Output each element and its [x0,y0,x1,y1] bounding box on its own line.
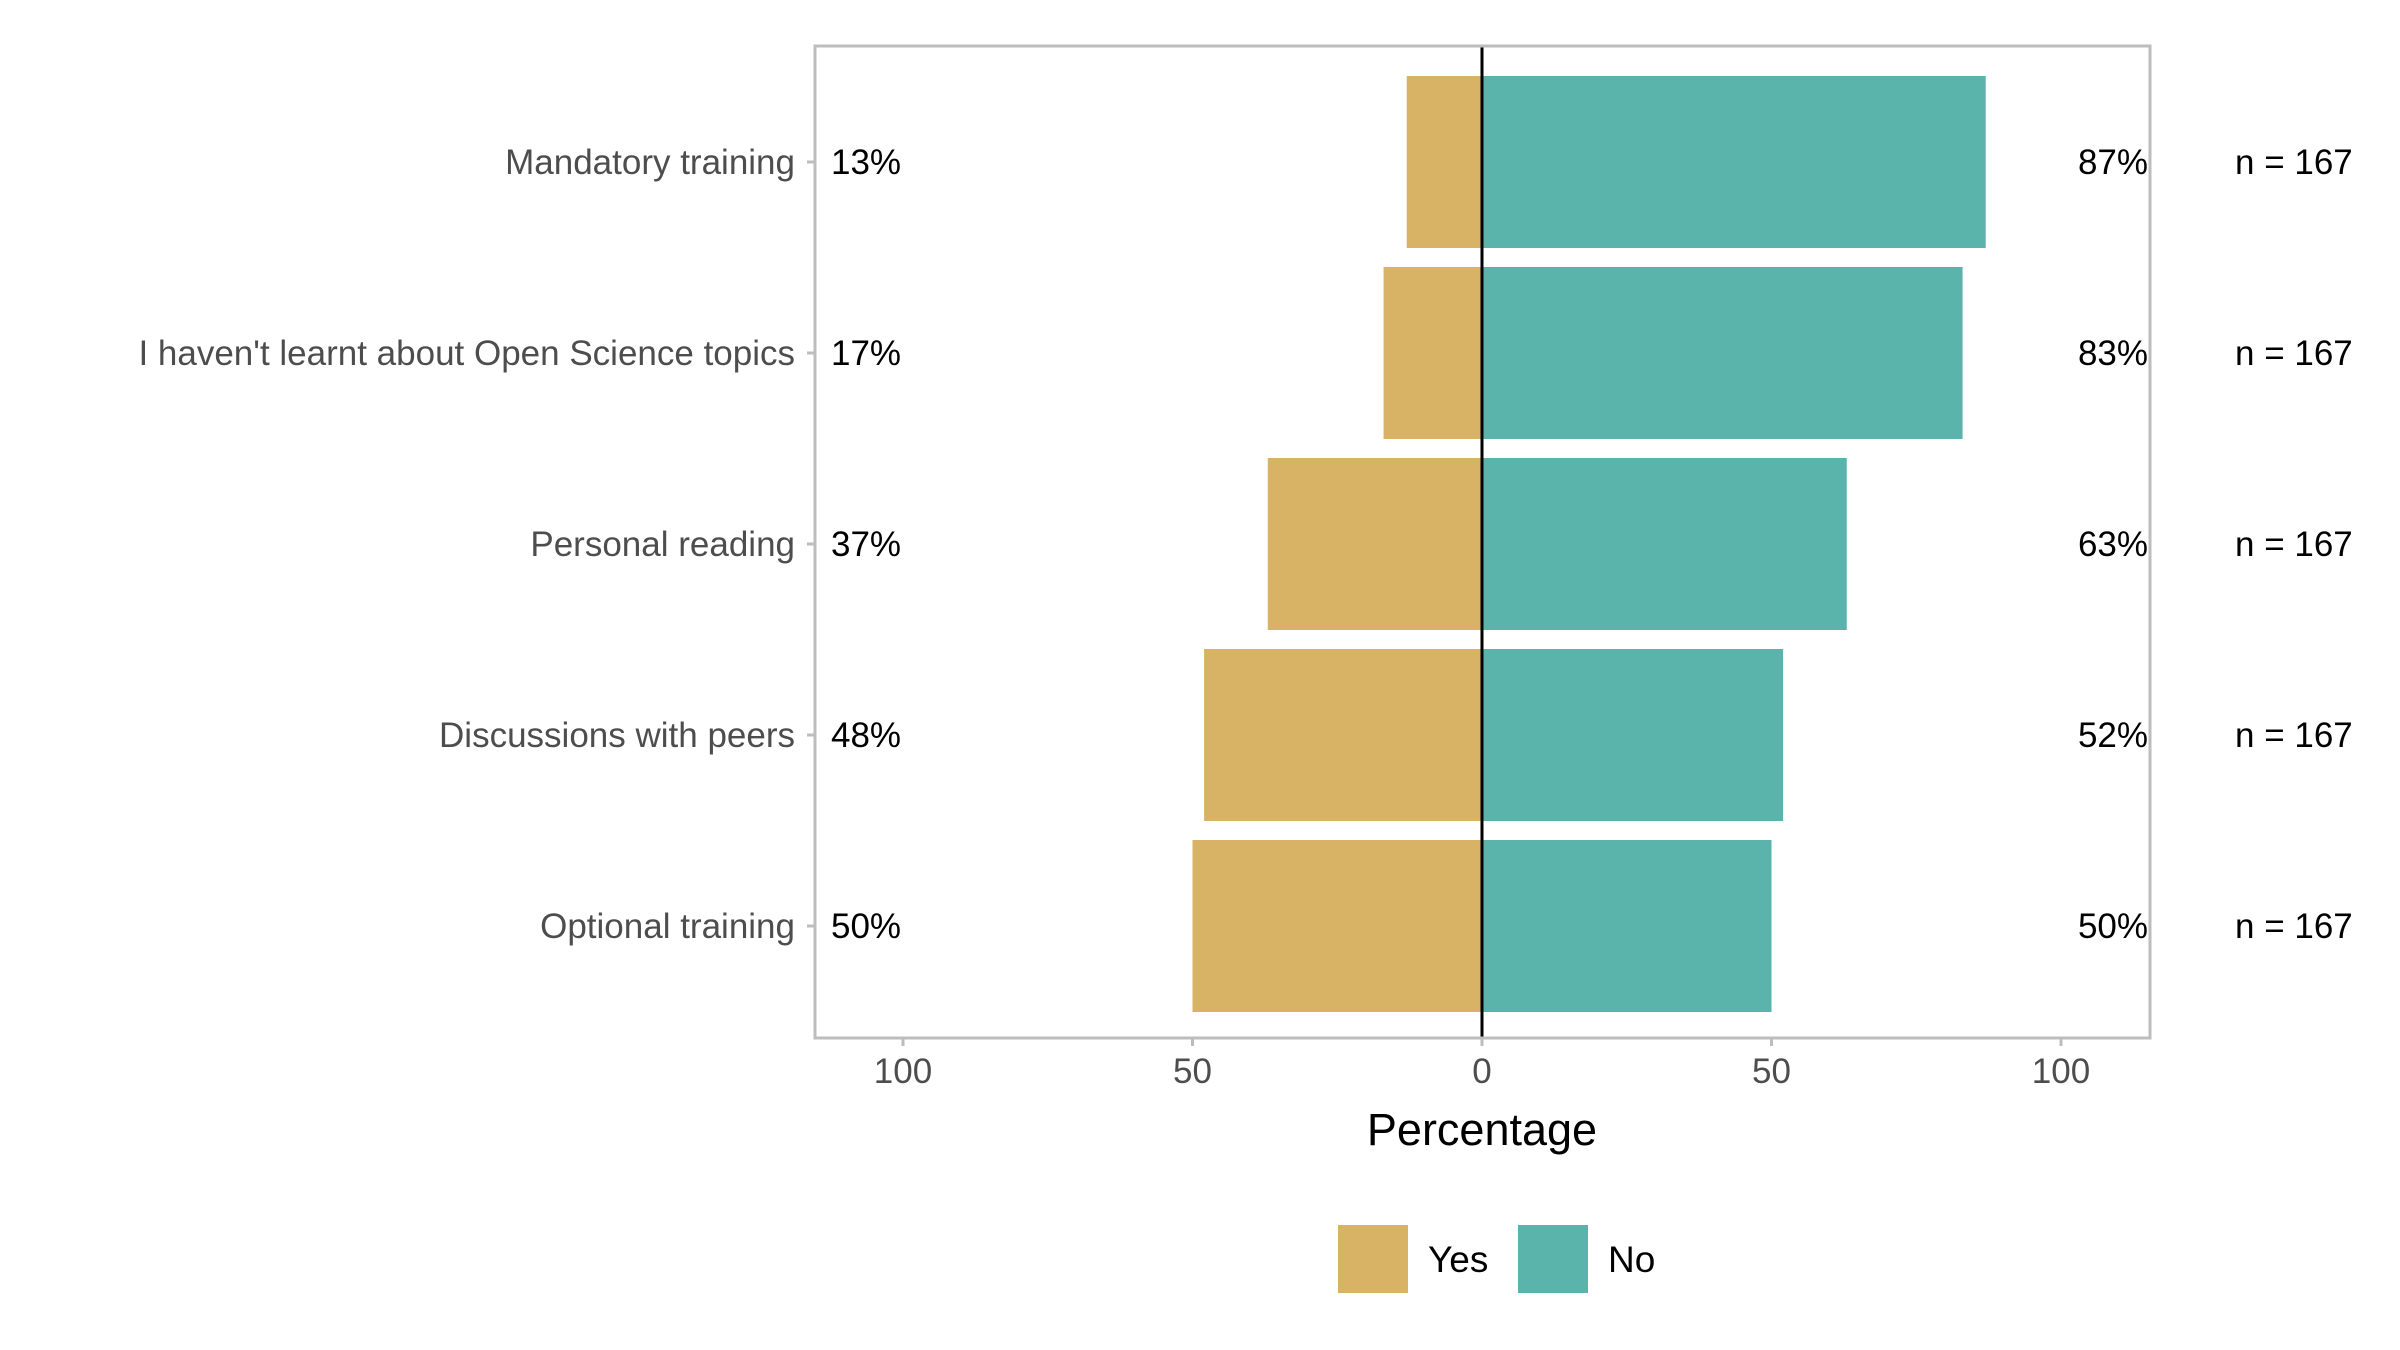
x-tick-label: 50 [1752,1052,1791,1091]
yes-percent-label: 17% [831,334,901,373]
x-tick-label: 100 [2032,1052,2090,1091]
x-axis-title: Percentage [1367,1104,1597,1155]
legend-swatch [1338,1225,1408,1293]
no-percent-label: 87% [2078,143,2148,182]
bars-layer [1192,76,1986,1012]
category-labels-layer: Mandatory training I haven't learnt about… [138,143,795,946]
category-label: Optional training [540,907,795,946]
yes-percent-label: 48% [831,716,901,755]
bar-yes [1267,458,1482,630]
no-percent-label: 52% [2078,716,2148,755]
bar-yes [1192,840,1482,1012]
yes-percent-label: 37% [831,525,901,564]
bar-yes [1406,76,1482,248]
category-label: Personal reading [530,525,795,564]
n-label: n = 167 [2235,143,2353,182]
n-labels-layer: n = 167 n = 167 n = 167 n = 167 n = 167 [2235,143,2353,946]
yes-percent-label: 50% [831,907,901,946]
x-tick-label: 0 [1472,1052,1491,1091]
legend: Yes No [1338,1225,1655,1293]
n-label: n = 167 [2235,334,2353,373]
x-tick-label: 100 [874,1052,932,1091]
x-ticks-layer: 100 50 0 50 100 [874,1038,2090,1091]
legend-label: No [1608,1239,1655,1280]
category-label: I haven't learnt about Open Science topi… [138,334,795,373]
legend-label: Yes [1428,1239,1488,1280]
no-percent-label: 50% [2078,907,2148,946]
no-percent-label: 83% [2078,334,2148,373]
category-label: Mandatory training [505,143,795,182]
percentage-labels-layer: 13% 87% 17% 83% 37% 63% 48% 52% 50% 50% [831,143,2148,946]
category-label: Discussions with peers [439,716,795,755]
bar-no [1482,458,1847,630]
yes-percent-label: 13% [831,143,901,182]
bar-yes [1383,267,1482,439]
bar-no [1482,649,1784,821]
n-label: n = 167 [2235,907,2353,946]
n-label: n = 167 [2235,716,2353,755]
bar-no [1482,267,1963,439]
y-ticks-layer [807,160,815,928]
legend-swatch [1518,1225,1588,1293]
bar-no [1482,76,1986,248]
x-tick-label: 50 [1173,1052,1212,1091]
n-label: n = 167 [2235,525,2353,564]
bar-no [1482,840,1772,1012]
bar-yes [1204,649,1482,821]
no-percent-label: 63% [2078,525,2148,564]
